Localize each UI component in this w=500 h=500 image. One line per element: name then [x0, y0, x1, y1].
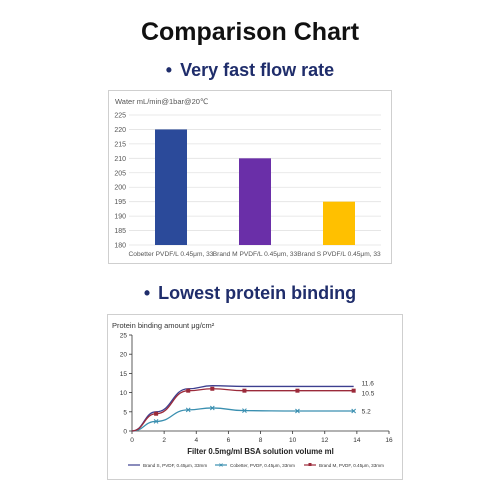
data-point [154, 411, 159, 416]
series-end-label: 10.5 [362, 391, 375, 398]
series-end-label: 11.6 [362, 380, 375, 387]
legend-marker [219, 463, 223, 467]
line-x-tick-label: 2 [162, 437, 166, 444]
bar-y-tick-label: 225 [114, 113, 126, 120]
bar-y-tick-label: 200 [114, 185, 126, 192]
bar [239, 158, 271, 245]
data-point [242, 408, 247, 414]
line-y-tick-label: 10 [120, 390, 128, 397]
line-chart-svg: Protein binding amount μg/cm² 0 5 10 15 20 25 0… [112, 321, 393, 468]
line-x-tick-label: 0 [130, 437, 134, 444]
line-x-tick-label: 4 [194, 437, 198, 444]
data-point [153, 419, 159, 424]
legend-entry: Cobetter, PVDF, 0.45μm, 33mm [230, 463, 295, 468]
bar [323, 201, 355, 245]
line-y-tick-label: 20 [120, 352, 128, 359]
legend-entry: Brand S, PVDF, 0.45μm, 33mm [143, 463, 207, 468]
protein-binding-line-chart: Protein binding amount μg/cm² 0 5 10 15 20 25 0… [107, 314, 403, 480]
bar-y-tick-label: 180 [114, 243, 126, 250]
bar-y-tick-label: 185 [114, 228, 126, 235]
legend-marker [308, 463, 312, 466]
bar-y-tick-label: 195 [114, 199, 126, 206]
bullet-icon: • [165, 60, 173, 80]
bar-y-tick-label: 210 [114, 156, 126, 163]
data-point [351, 408, 357, 414]
data-point [351, 388, 356, 393]
page-title: Comparison Chart [140, 18, 360, 46]
bar [155, 129, 187, 245]
line-x-tick-label: 12 [321, 437, 329, 444]
section-heading-protein-binding: • Lowest protein binding [0, 283, 500, 304]
data-point [242, 388, 247, 393]
data-point [295, 408, 300, 414]
line-chart-ylabel: Protein binding amount μg/cm² [112, 321, 215, 330]
bar-x-tick-label: Brand M PVDF/L 0.45μm, 33 [213, 251, 298, 258]
section-heading-flow-rate: • Very fast flow rate [0, 60, 500, 81]
data-point [186, 388, 191, 393]
series-line [131, 388, 354, 432]
line-x-tick-label: 8 [259, 437, 263, 444]
series-end-label: 5.2 [362, 409, 371, 416]
data-point [209, 405, 215, 411]
bar-x-tick-label: Cobetter PVDF/L 0.45μm, 33 [129, 251, 214, 258]
line-chart-xlabel: Filter 0.5mg/ml BSA solution volume ml [187, 447, 334, 456]
bullet-icon: • [143, 283, 151, 303]
line-y-tick-label: 5 [123, 409, 127, 416]
bar-y-tick-label: 190 [114, 214, 126, 221]
data-point [210, 386, 215, 391]
series-line [131, 407, 354, 432]
line-x-tick-label: 6 [227, 437, 231, 444]
bar-y-tick-label: 205 [114, 170, 126, 177]
line-y-tick-label: 15 [120, 371, 128, 378]
bar-y-tick-label: 215 [114, 141, 126, 148]
flow-rate-bar-chart: Water mL/min@1bar@20℃ 180 185 190 195 200 205 2… [108, 90, 392, 264]
data-point [295, 388, 300, 393]
line-y-tick-label: 25 [120, 333, 128, 340]
bar-chart-svg: Water mL/min@1bar@20℃ 180 185 190 195 200 205 2… [114, 97, 381, 258]
bar-chart-ylabel: Water mL/min@1bar@20℃ [115, 97, 208, 106]
data-point [185, 407, 191, 413]
line-x-tick-label: 10 [289, 437, 297, 444]
line-y-tick-label: 0 [123, 429, 127, 436]
line-x-tick-label: 16 [385, 437, 393, 444]
line-x-tick-label: 14 [353, 437, 361, 444]
bar-y-tick-label: 220 [114, 127, 126, 134]
section-heading-text: Lowest protein binding [158, 283, 357, 303]
section-heading-text: Very fast flow rate [180, 60, 335, 80]
legend-entry: Brand M, PVDF, 0.45μm, 33mm [319, 463, 384, 468]
bar-x-tick-label: Brand S PVDF/L 0.45μm, 33 [297, 251, 381, 258]
